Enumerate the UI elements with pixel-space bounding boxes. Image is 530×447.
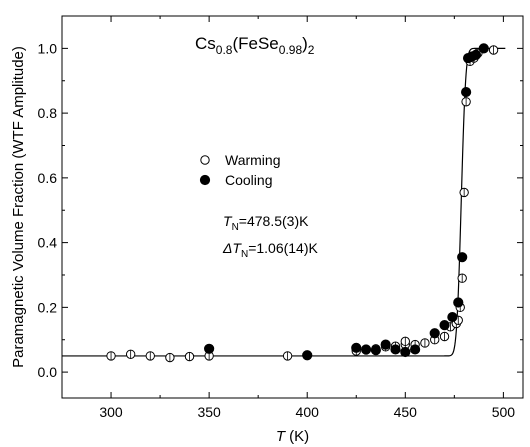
annotation-tn-sub: N [232, 222, 239, 233]
annotation-tn: TN=478.5(3)K [223, 213, 309, 233]
legend: Warming Cooling [199, 152, 281, 188]
x-tick-label: 400 [296, 404, 320, 420]
cooling-point [380, 339, 391, 350]
x-tick-label: 450 [394, 404, 418, 420]
y-axis-title: Paramagnetic Volume Fraction (WTF Amplit… [10, 46, 27, 368]
chart-title-part: Cs [195, 34, 216, 53]
chart-title-part: 2 [308, 43, 315, 57]
annotation-dtn-value: =1.06(14)K [248, 240, 318, 256]
x-tick-label: 500 [492, 404, 516, 420]
cooling-point [390, 344, 401, 355]
cooling-point [400, 346, 411, 358]
cooling-point [447, 311, 458, 323]
cooling-point [470, 49, 482, 60]
y-tick-label: 0.4 [38, 235, 58, 251]
chart-title-part: 0.98 [279, 43, 303, 57]
cooling-point [410, 344, 421, 355]
cooling-point [302, 350, 313, 361]
annotation-dtn: ΔTN=1.06(14)K [222, 240, 319, 260]
cooling-point [360, 344, 372, 355]
annotation-dtn-symbol: ΔT [222, 240, 242, 256]
x-tick-label: 300 [99, 404, 123, 420]
cooling-point [439, 320, 450, 331]
legend-marker-cooling [199, 174, 211, 186]
y-tick-label: 0.8 [38, 105, 58, 121]
cooling-point [204, 343, 215, 354]
annotation-tn-value: =478.5(3)K [239, 213, 309, 229]
plot-frame [61, 15, 524, 399]
x-axis-title-symbol: T [276, 428, 287, 445]
cooling-point [461, 86, 472, 98]
legend-marker-warming [200, 155, 210, 165]
fit-curve [62, 47, 506, 357]
cooling-point [370, 344, 381, 356]
legend-label-warming: Warming [225, 152, 281, 168]
chart-title-part: ) [302, 34, 308, 53]
ticks-layer: 300 350 400 450 500 0.0 0.2 0.4 0.6 0.8 1.0 [38, 15, 523, 420]
x-tick-label: 350 [197, 404, 221, 420]
chart-title: Cs0.8(FeSe0.98)2 [195, 34, 315, 57]
chart-title-part: (FeSe [232, 34, 278, 53]
points-layer [106, 43, 499, 363]
fit-layer [62, 47, 506, 357]
y-tick-label: 0.2 [38, 299, 58, 315]
annotation-dtn-sub: N [241, 249, 248, 260]
plot-frame-group [61, 15, 524, 399]
cooling-point [457, 252, 468, 263]
cooling-point [453, 297, 464, 308]
cooling-point [478, 43, 489, 54]
y-tick-label: 1.0 [38, 40, 58, 56]
y-tick-label: 0.6 [38, 170, 58, 186]
annotation-tn-symbol: T [223, 213, 233, 229]
x-axis-title: T (K) [276, 428, 309, 445]
cooling-point [351, 342, 362, 353]
chart-title-part: 0.8 [216, 43, 233, 57]
cooling-point [429, 328, 440, 339]
legend-label-cooling: Cooling [225, 172, 272, 188]
x-axis-title-unit: (K) [285, 428, 309, 445]
y-tick-label: 0.0 [38, 364, 58, 380]
